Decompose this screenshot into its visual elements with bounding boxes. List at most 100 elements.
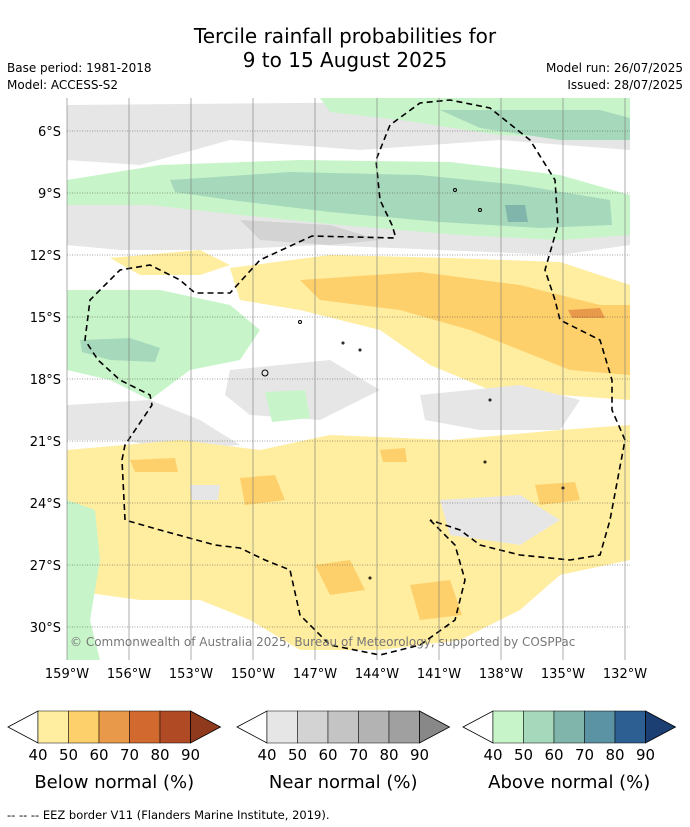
above-normal-region [170,172,612,228]
colorbar-tick: 50 [514,746,533,764]
eez-borders [84,99,626,656]
below-normal-region [67,425,630,650]
lat-tick: 18°S [30,373,61,388]
colorbar-tick: 90 [410,746,429,764]
below-normal-region [380,448,407,462]
colorbar-swatch [523,710,555,744]
colorbar-2: 40 50 60 70 80 90 Near normal (%) [236,710,451,793]
colorbar-swatch [159,710,191,744]
colorbar-tick: 80 [379,746,398,764]
lat-tick: 27°S [30,559,61,574]
colorbar-swatch [492,710,524,744]
colorbar-swatch [129,710,161,744]
colorbar-under-triangle [236,710,268,744]
colorbar-swatch [327,710,359,744]
colorbar-label: Below normal (%) [34,772,194,793]
below-normal-region [240,475,285,505]
near-normal-region [225,360,380,420]
lon-tick: 156°W [107,667,151,682]
colorbar-3: 40 50 60 70 80 90 Above normal (%) [462,710,677,793]
near-normal-region [420,385,580,430]
near-normal-region [240,220,380,245]
above-normal-region [67,500,100,660]
copyright-notice: © Commonwealth of Australia 2025, Bureau… [70,635,575,649]
above-normal-region [67,290,260,400]
issued-date: Issued: 28/07/2025 [567,78,683,92]
lat-tick: 12°S [30,249,61,264]
colorbar-tick: 90 [636,746,655,764]
above-normal-region [505,205,528,222]
lat-tick: 30°S [30,621,61,636]
model-name: Model: ACCESS-S2 [7,78,119,92]
lon-tick: 150°W [231,667,275,682]
colorbars: 40 50 60 70 80 90 Below normal (%) 40 50 60 70 80 90… [7,710,677,793]
base-period: Base period: 1981-2018 [7,61,152,75]
colorbar-swatch [388,710,420,744]
colorbar-tick: 60 [318,746,337,764]
colorbar-swatch [297,710,329,744]
colorbar-tick: 50 [59,746,78,764]
meta-right: Model run: 26/07/2025 Issued: 28/07/2025 [546,60,683,94]
below-normal-region [300,272,630,375]
colorbar-label: Above normal (%) [488,772,650,793]
below-normal-region [315,560,365,595]
above-normal-region [440,110,630,140]
eez-footnote: -- -- -- EEZ border V11 (Flanders Marine… [7,808,330,822]
lat-tick-labels: 6°S 9°S 12°S 15°S 18°S 21°S 24°S 27°S 30… [30,125,61,636]
model-run: Model run: 26/07/2025 [545,61,683,75]
colorbar-swatch [266,710,298,744]
colorbar-tick: 80 [605,746,624,764]
below-normal-region [535,482,580,505]
colorbar-tick: 70 [120,746,139,764]
colorbar-swatch [553,710,585,744]
near-normal-region [67,400,240,450]
near-normal-region [190,485,220,500]
chart-title: Tercile rainfall probabilities for 9 to … [0,24,690,72]
colorbar-tick: 40 [257,746,276,764]
lat-tick: 6°S [38,125,61,140]
probability-field [67,98,630,660]
lon-tick-labels: 159°W 156°W 153°W 150°W 147°W 144°W 141°… [45,667,647,682]
colorbar-tick: 40 [483,746,502,764]
lon-tick: 144°W [355,667,399,682]
lon-tick: 153°W [169,667,213,682]
colorbar-tick: 50 [288,746,307,764]
colorbar-swatch [98,710,130,744]
colorbar-swatch [614,710,646,744]
colorbar-over-triangle [190,710,222,744]
below-normal-region [110,250,230,275]
near-normal-region [440,495,560,545]
below-normal-region [568,308,605,318]
colorbar-label: Near normal (%) [269,772,418,793]
lat-tick: 24°S [30,497,61,512]
below-normal-region [410,580,462,620]
lat-tick: 15°S [30,311,61,326]
lat-tick: 21°S [30,435,61,450]
title-line-2: 9 to 15 August 2025 [242,48,448,72]
lat-tick: 9°S [38,187,61,202]
colorbar-tick: 40 [28,746,47,764]
colorbar-tick: 60 [544,746,563,764]
colorbar-tick: 90 [181,746,200,764]
meta-left: Base period: 1981-2018 Model: ACCESS-S2 [7,60,152,94]
map-figure: © Commonwealth of Australia 2025, Bureau… [7,98,677,793]
lon-tick: 138°W [479,667,523,682]
above-normal-region [265,390,310,422]
colorbar-over-triangle [419,710,451,744]
colorbar-1: 40 50 60 70 80 90 Below normal (%) [7,710,222,793]
lon-tick: 159°W [45,667,89,682]
colorbar-swatch [68,710,100,744]
colorbar-swatch [358,710,390,744]
colorbar-over-triangle [645,710,677,744]
lon-gridlines [66,98,626,660]
lon-tick: 132°W [603,667,647,682]
colorbar-tick: 70 [349,746,368,764]
colorbar-tick: 70 [575,746,594,764]
lon-tick: 141°W [417,667,461,682]
below-normal-region [130,458,178,472]
colorbar-under-triangle [462,710,494,744]
lon-tick: 147°W [293,667,337,682]
above-normal-region [80,338,160,362]
colorbar-tick: 60 [89,746,108,764]
colorbar-tick: 80 [150,746,169,764]
